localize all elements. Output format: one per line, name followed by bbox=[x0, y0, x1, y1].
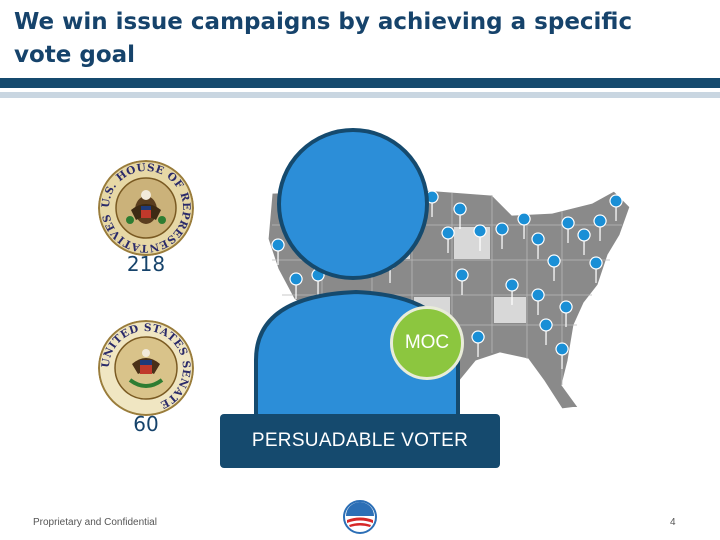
location-pins bbox=[271, 190, 623, 370]
header-rule bbox=[0, 78, 720, 88]
persuadable-voter-label: PERSUADABLE VOTER bbox=[220, 414, 500, 468]
senate-vote-count: 60 bbox=[133, 412, 159, 436]
house-vote-count: 218 bbox=[126, 252, 166, 276]
footer-confidential: Proprietary and Confidential bbox=[33, 517, 157, 528]
person-head bbox=[277, 128, 429, 280]
campaign-logo-icon bbox=[343, 500, 377, 534]
moc-badge: MOC bbox=[390, 306, 464, 380]
senate-seal-icon: UNITED STATES SENATE bbox=[98, 320, 194, 416]
house-seal-icon: U.S. HOUSE OF REPRESENTATIVES bbox=[98, 160, 194, 256]
header-rule-light bbox=[0, 92, 720, 98]
slide-title: We win issue campaigns by achieving a sp… bbox=[14, 9, 633, 68]
page-number: 4 bbox=[670, 517, 676, 528]
